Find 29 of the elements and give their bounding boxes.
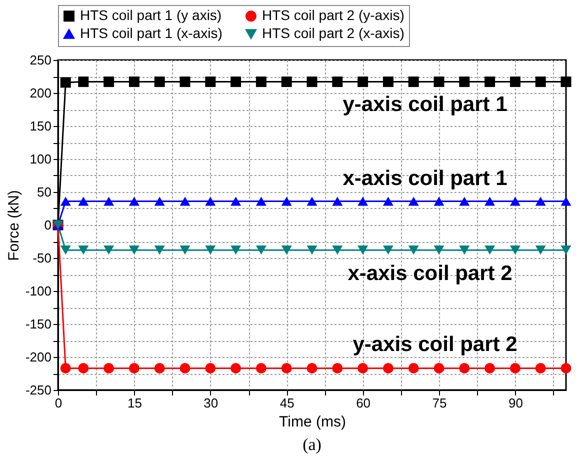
legend-label: HTS coil part 2 (x-axis) [262, 25, 404, 41]
legend-label: HTS coil part 1 (y axis) [80, 7, 222, 24]
x-tick-label: 90 [508, 396, 523, 410]
x-tick-label: 60 [356, 396, 371, 410]
x-tick-label: 0 [54, 396, 62, 410]
text: (a) [302, 435, 322, 454]
y-tick-label: 0 [44, 218, 52, 232]
y-axis-title: Force (kN) [5, 190, 22, 261]
x-tick-label: 75 [432, 396, 447, 410]
x-tick-label: 45 [280, 396, 294, 410]
annotation: y-axis coil part 2 [352, 333, 518, 356]
legend-label: HTS coil part 1 (x-axis) [80, 25, 222, 41]
y-tick-label: 200 [30, 86, 52, 100]
annotation: x-axis coil part 1 [342, 167, 508, 190]
annotation: x-axis coil part 2 [348, 262, 512, 285]
y-tick-label: -250 [25, 382, 52, 398]
y-tick-label: -50 [32, 250, 52, 266]
annotation: y-axis coil part 1 [342, 93, 508, 116]
y-tick-label: 50 [37, 184, 52, 200]
y-tick-label: -150 [25, 316, 52, 332]
y-tick-label: 150 [30, 118, 52, 134]
x-axis-title: Time (ms) [279, 414, 346, 430]
y-tick-label: -200 [25, 350, 52, 364]
y-tick-label: -100 [25, 284, 52, 298]
x-tick-label: 30 [204, 396, 218, 410]
y-tick-label: 100 [30, 152, 52, 166]
x-tick-label: 15 [127, 396, 142, 410]
legend-label: HTS coil part 2 (y-axis) [262, 7, 404, 24]
y-tick-label: 250 [30, 52, 52, 68]
